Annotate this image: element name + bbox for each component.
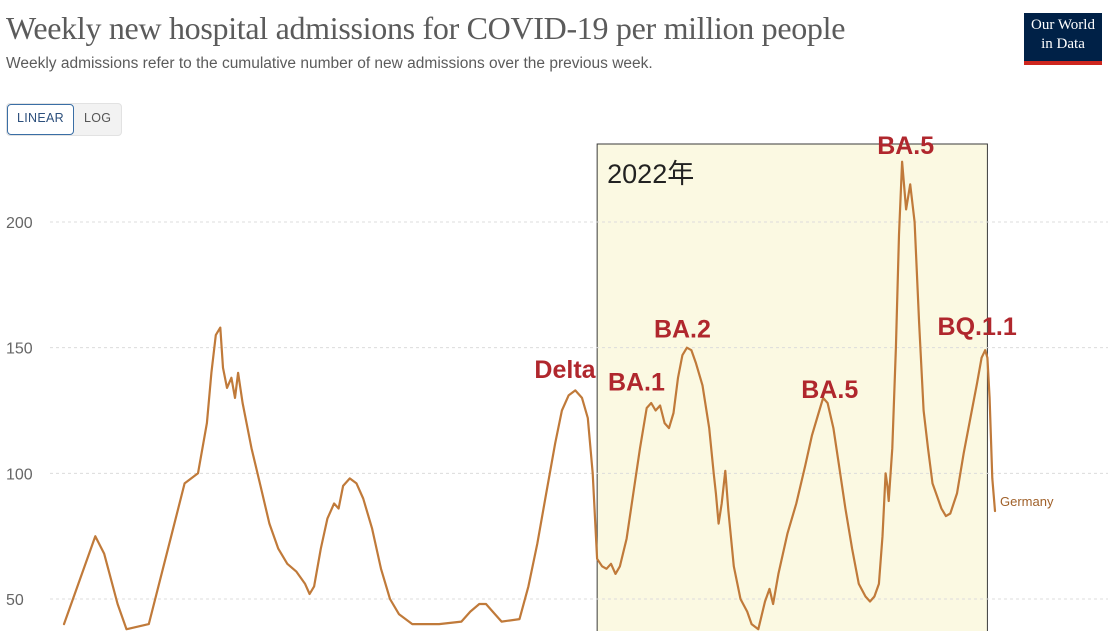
annotation-ba-5-3: BA.5 <box>801 376 858 404</box>
owid-logo-line1: Our World <box>1031 17 1095 33</box>
series-label-germany: Germany <box>1000 494 1054 509</box>
linear-scale-button[interactable]: LINEAR <box>7 104 74 135</box>
year-2022-label: 2022年 <box>607 159 694 189</box>
scale-toggle: LINEAR LOG <box>6 103 123 136</box>
annotation-bq-1-1-5: BQ.1.1 <box>938 313 1017 341</box>
annotation-ba-1-1: BA.1 <box>608 368 665 396</box>
chart-subtitle: Weekly admissions refer to the cumulativ… <box>6 55 653 72</box>
y-axis-ticks: 50 100 150 200 <box>6 215 33 609</box>
owid-logo-line2: in Data <box>1041 36 1085 52</box>
annotation-delta-0: Delta <box>534 356 596 384</box>
y-tick-label-200: 200 <box>6 215 33 232</box>
gridlines <box>50 221 1108 600</box>
germany-series-line <box>62 160 997 631</box>
annotation-ba-2-2: BA.2 <box>654 316 711 344</box>
owid-logo[interactable]: Our World in Data <box>1024 13 1102 65</box>
y-tick-label-150: 150 <box>6 341 33 358</box>
log-scale-button[interactable]: LOG <box>83 111 112 125</box>
chart-title: Weekly new hospital admissions for COVID… <box>6 10 846 46</box>
y-tick-label-100: 100 <box>6 466 33 483</box>
variant-annotations: Delta BA.1 BA.2 BA.5 BA.5 BQ.1.1 <box>534 132 1016 404</box>
annotation-ba-5-4: BA.5 <box>877 132 934 160</box>
y-tick-label-50: 50 <box>6 592 24 609</box>
